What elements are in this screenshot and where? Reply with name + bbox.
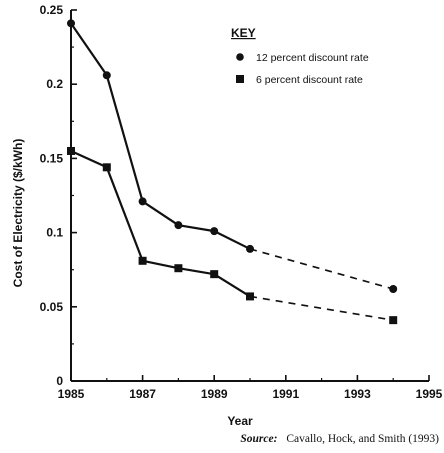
- data-point-circle: [246, 244, 254, 253]
- data-point-square: [138, 256, 147, 265]
- series-projection-1: [249, 248, 394, 290]
- y-tick-label: 0.25: [40, 3, 64, 17]
- legend-marker-square: [236, 75, 244, 83]
- legend: KEY 12 percent discount rate 6 percent d…: [231, 26, 369, 86]
- data-point-square: [246, 292, 254, 301]
- series-projection-2: [249, 295, 394, 321]
- data-point-circle: [67, 19, 75, 28]
- data-point-circle: [389, 284, 398, 293]
- y-tick-label: 0.05: [40, 300, 64, 314]
- data-point-circle: [210, 227, 219, 236]
- data-point-circle: [138, 197, 147, 206]
- x-axis-title: Year: [227, 414, 253, 428]
- x-tick-label: 1989: [201, 387, 228, 401]
- legend-marker-circle: [236, 53, 244, 61]
- data-point-circle: [174, 221, 183, 230]
- data-point-circle: [102, 71, 111, 80]
- x-tick-label: 1995: [416, 387, 443, 401]
- y-tick-label: 0.2: [46, 77, 63, 91]
- source-citation: Source: Cavallo, Hock, and Smith (1993): [240, 433, 439, 445]
- source-text: Cavallo, Hock, and Smith (1993): [286, 433, 439, 445]
- y-tick-label: 0.1: [46, 226, 63, 240]
- x-axis: 1985 1987 1989 1991 1993 1995: [58, 375, 443, 401]
- series-line-1: [70, 22, 251, 250]
- data-point-square: [210, 270, 219, 279]
- y-tick-label: 0: [56, 374, 63, 388]
- x-tick-label: 1993: [344, 387, 371, 401]
- source-label: Source:: [240, 433, 277, 445]
- data-point-square: [67, 146, 75, 155]
- y-tick-label: 0.15: [40, 151, 64, 165]
- x-tick-label: 1991: [272, 387, 299, 401]
- y-axis: 0 0.05 0.1 0.15 0.2 0.25: [40, 3, 77, 388]
- series-layer: [67, 19, 398, 325]
- data-point-square: [389, 316, 398, 325]
- series-line-2: [70, 149, 251, 298]
- legend-title: KEY: [231, 26, 256, 40]
- plot-frame: [70, 10, 429, 382]
- data-point-square: [102, 163, 111, 172]
- x-tick-label: 1985: [58, 387, 85, 401]
- legend-entry-6-percent: 6 percent discount rate: [256, 74, 363, 86]
- legend-entry-12-percent: 12 percent discount rate: [256, 52, 369, 64]
- data-point-square: [174, 264, 183, 273]
- y-axis-title: Cost of Electricity ($/kWh): [11, 139, 25, 288]
- x-tick-label: 1987: [129, 387, 156, 401]
